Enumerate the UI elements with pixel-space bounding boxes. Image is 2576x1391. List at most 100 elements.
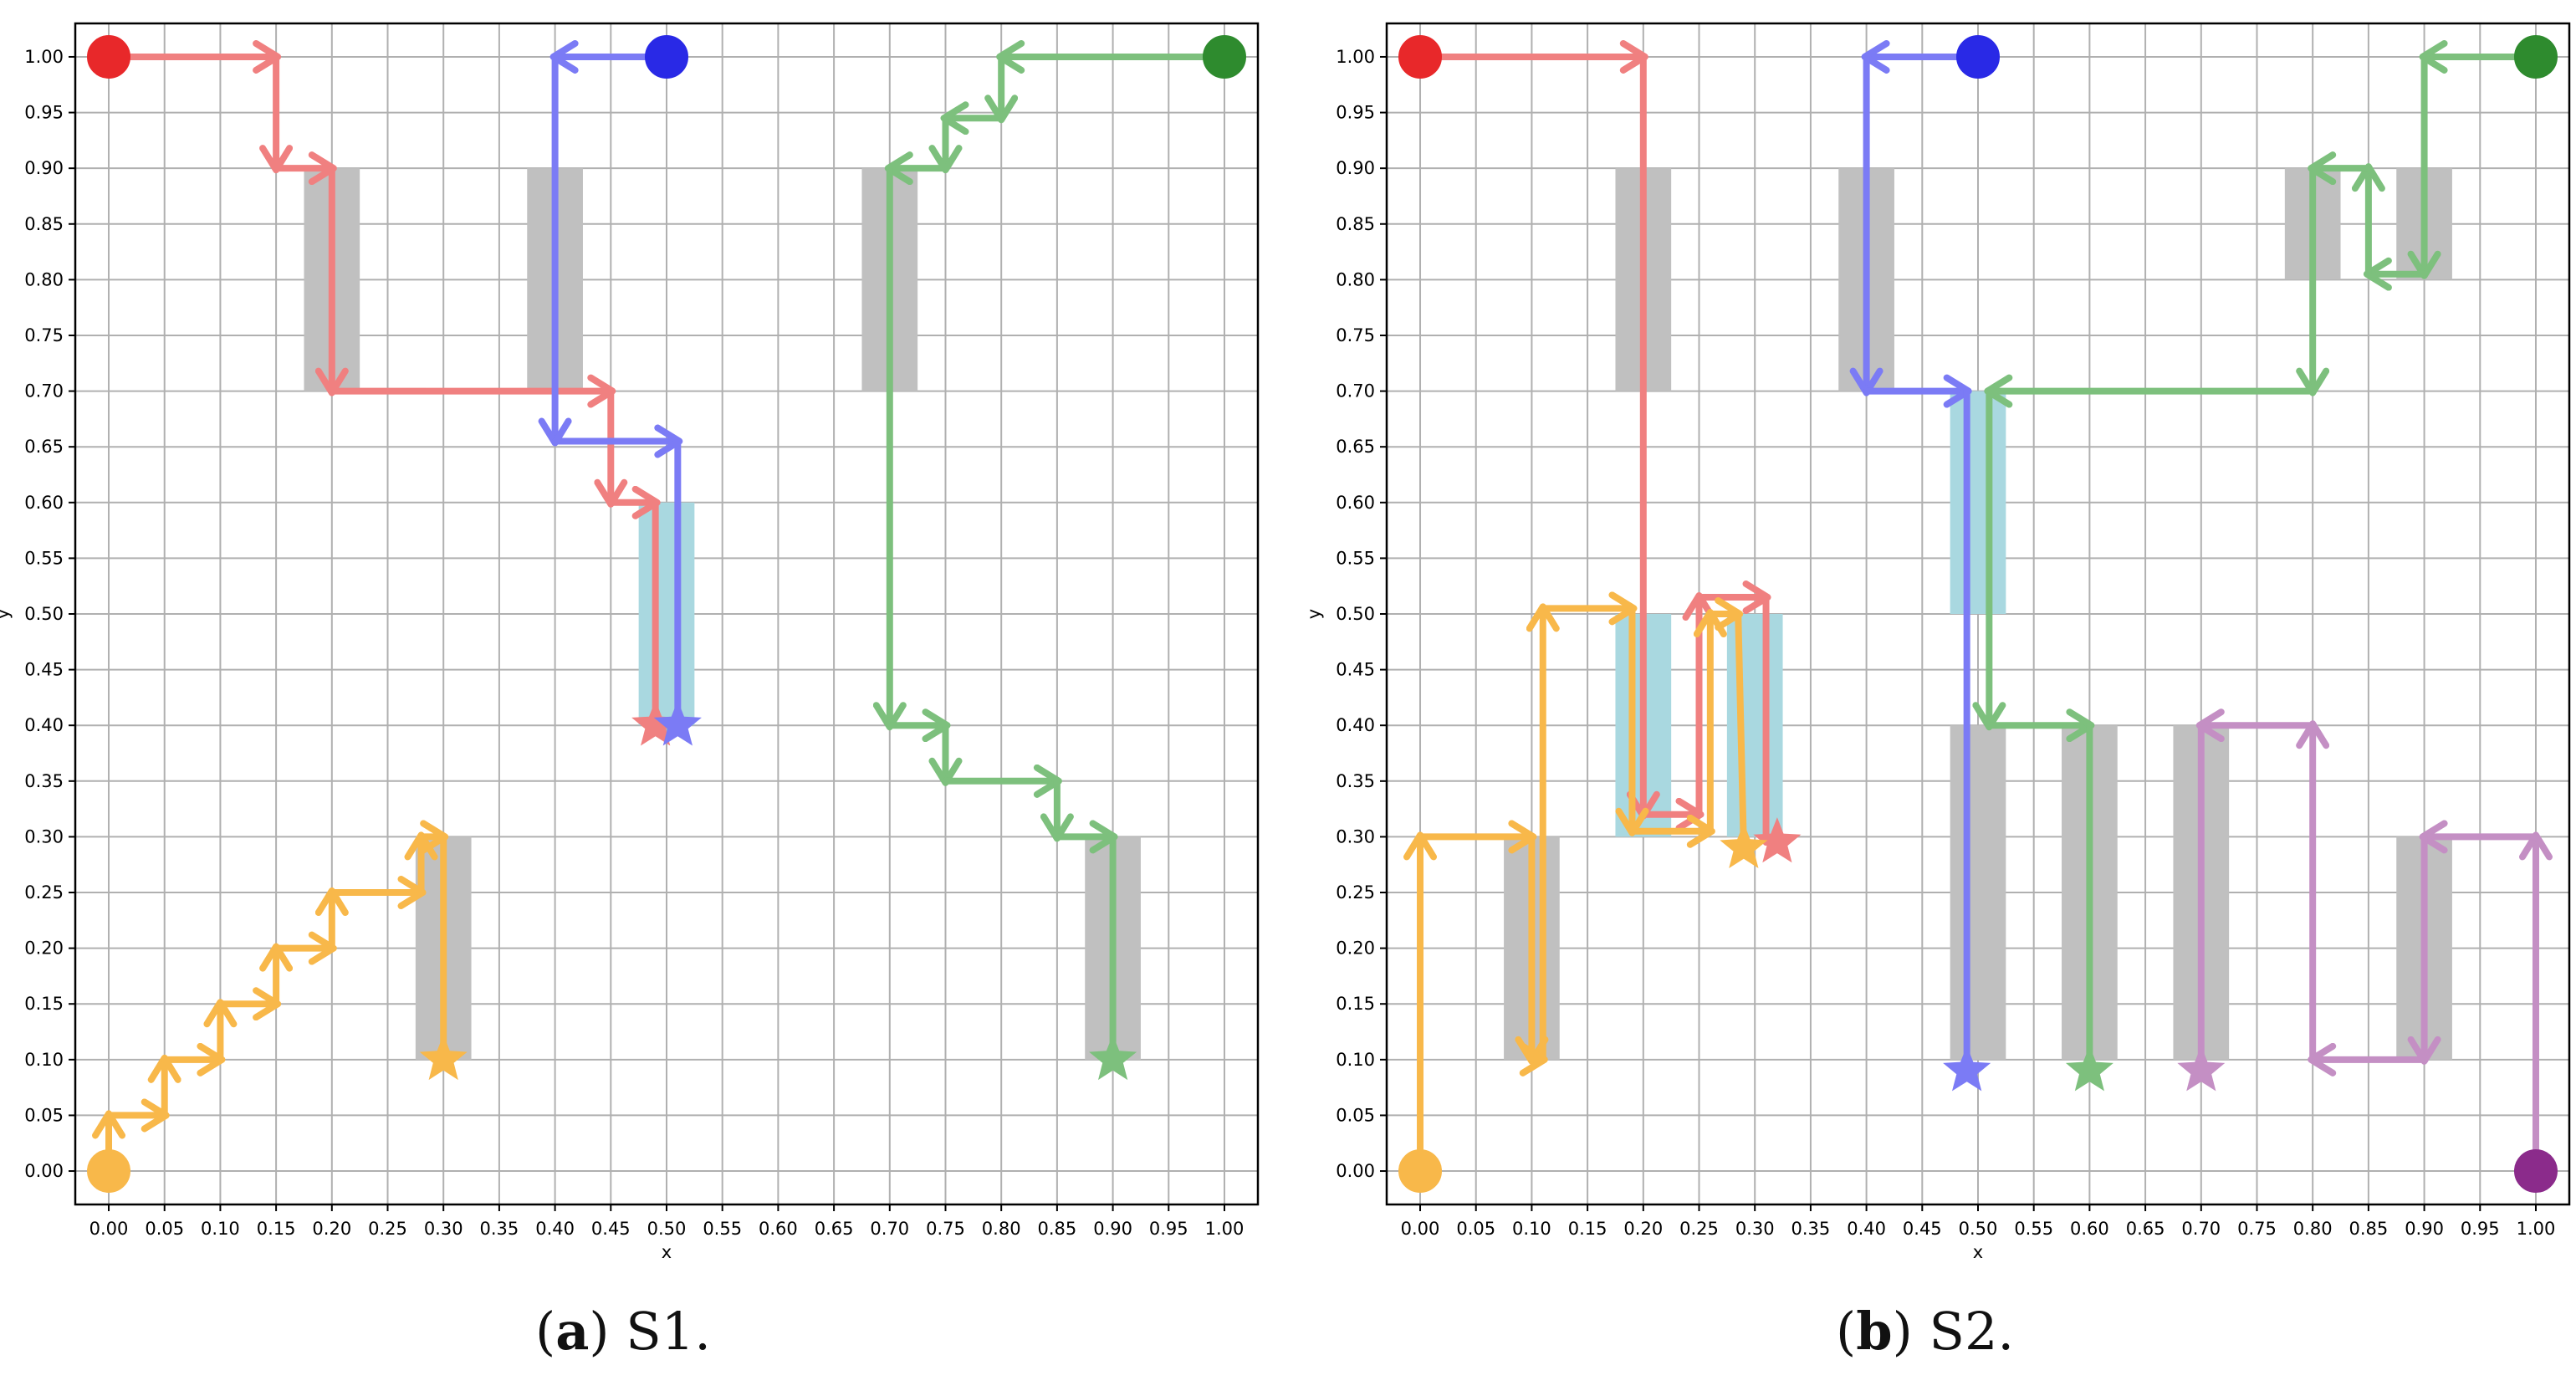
goal-star xyxy=(631,700,680,746)
x-axis-label: x xyxy=(662,1242,672,1262)
x-axis-label: x xyxy=(1973,1242,1983,1262)
x-tick-label: 0.15 xyxy=(1568,1219,1607,1239)
y-tick-label: 0.80 xyxy=(1336,269,1375,289)
start-point xyxy=(1202,34,1246,79)
y-tick-label: 0.40 xyxy=(1336,715,1375,735)
x-tick-label: 0.25 xyxy=(1679,1219,1719,1239)
y-tick-label: 0.95 xyxy=(24,103,64,123)
y-tick-label: 0.50 xyxy=(1336,604,1375,624)
agent-path xyxy=(87,34,680,746)
x-tick-label: 0.70 xyxy=(2181,1219,2221,1239)
start-point xyxy=(645,34,688,79)
x-tick-label: 0.50 xyxy=(1959,1219,1998,1239)
path-segment xyxy=(1735,611,1747,851)
y-tick-label: 0.90 xyxy=(1336,158,1375,178)
caption-a: (a) S1. xyxy=(535,1301,711,1362)
x-tick-label: 0.85 xyxy=(1038,1219,1077,1239)
agent-path xyxy=(872,34,1246,1081)
x-tick-label: 0.60 xyxy=(759,1219,798,1239)
y-tick-label: 0.60 xyxy=(1336,493,1375,513)
goal-star xyxy=(1720,822,1768,868)
x-tick-label: 0.20 xyxy=(312,1219,351,1239)
x-tick-label: 0.05 xyxy=(1456,1219,1495,1239)
y-tick-label: 0.55 xyxy=(24,548,64,568)
x-tick-label: 0.00 xyxy=(1401,1219,1440,1239)
x-tick-label: 0.25 xyxy=(368,1219,407,1239)
y-tick-label: 0.10 xyxy=(24,1050,64,1070)
caption-b-text: S2. xyxy=(1929,1301,2015,1362)
x-tick-label: 0.55 xyxy=(2014,1219,2053,1239)
chart-panel-a: 0.00 0.05 0.10 0.15 0.20 0.25 0.30 0.35 0.40 0.45… xyxy=(0,22,1260,1262)
goal-star xyxy=(1753,817,1802,863)
x-tick-label: 0.90 xyxy=(1093,1219,1132,1239)
y-tick-label: 0.55 xyxy=(1336,548,1375,568)
y-tick-label: 0.00 xyxy=(24,1161,64,1181)
x-tick-label: 1.00 xyxy=(1205,1219,1245,1239)
agent-path xyxy=(538,34,702,746)
x-tick-label: 1.00 xyxy=(2517,1219,2556,1239)
y-tick-label: 0.85 xyxy=(24,214,64,234)
x-tick-label: 0.45 xyxy=(1903,1219,1942,1239)
x-tick-label: 0.65 xyxy=(815,1219,854,1239)
x-tick-label: 0.95 xyxy=(2461,1219,2500,1239)
y-tick-label: 1.00 xyxy=(1336,47,1375,67)
start-point xyxy=(1956,34,2000,79)
x-tick-label: 0.65 xyxy=(2126,1219,2165,1239)
y-tick-label: 0.25 xyxy=(24,882,64,903)
x-tick-label: 0.00 xyxy=(89,1219,129,1239)
y-tick-label: 0.65 xyxy=(1336,437,1375,457)
y-tick-label: 0.80 xyxy=(24,269,64,289)
obstacle xyxy=(1950,725,2006,1060)
agent-path xyxy=(87,820,468,1194)
y-tick-label: 0.35 xyxy=(1336,771,1375,791)
caption-b: (b) S2. xyxy=(1836,1301,2015,1362)
y-tick-label: 0.60 xyxy=(24,493,64,513)
start-point xyxy=(87,34,131,79)
caption-a-label: a xyxy=(555,1301,590,1362)
x-tick-label: 0.15 xyxy=(257,1219,296,1239)
x-tick-label: 0.75 xyxy=(926,1219,965,1239)
start-point xyxy=(1398,34,1443,79)
y-axis-label: y xyxy=(1304,609,1324,619)
x-tick-label: 0.70 xyxy=(870,1219,909,1239)
y-tick-label: 0.65 xyxy=(24,437,64,457)
goal-star xyxy=(419,1034,468,1081)
x-tick-label: 0.10 xyxy=(1512,1219,1551,1239)
goal-star xyxy=(2177,1046,2226,1092)
x-tick-label: 0.20 xyxy=(1623,1219,1663,1239)
y-tick-label: 0.45 xyxy=(24,660,64,680)
agent-path xyxy=(1398,591,1768,1194)
x-tick-label: 0.35 xyxy=(480,1219,519,1239)
y-tick-label: 0.50 xyxy=(24,604,64,624)
caption-a-text: S1. xyxy=(626,1301,711,1362)
start-point xyxy=(1398,1149,1443,1194)
x-tick-label: 0.30 xyxy=(1735,1219,1775,1239)
agent-path xyxy=(1972,34,2558,1092)
x-tick-label: 0.90 xyxy=(2405,1219,2444,1239)
x-tick-label: 0.85 xyxy=(2349,1219,2389,1239)
y-tick-label: 0.75 xyxy=(1336,325,1375,345)
y-axis-label: y xyxy=(0,609,13,619)
target-zone xyxy=(638,502,695,726)
y-tick-label: 0.70 xyxy=(24,381,64,401)
start-point xyxy=(87,1149,131,1194)
start-point xyxy=(2513,34,2558,79)
x-tick-label: 0.40 xyxy=(535,1219,575,1239)
y-tick-label: 0.15 xyxy=(1336,994,1375,1014)
y-tick-label: 0.20 xyxy=(1336,938,1375,959)
agent-path xyxy=(2177,708,2558,1194)
x-tick-label: 0.10 xyxy=(201,1219,240,1239)
agent-path xyxy=(1849,34,2000,1092)
x-tick-label: 0.50 xyxy=(647,1219,687,1239)
start-point xyxy=(2513,1149,2558,1194)
y-tick-label: 0.05 xyxy=(24,1105,64,1125)
y-tick-label: 0.20 xyxy=(24,938,64,959)
y-tick-label: 0.85 xyxy=(1336,214,1375,234)
x-tick-label: 0.80 xyxy=(982,1219,1021,1239)
y-tick-label: 0.30 xyxy=(1336,826,1375,846)
y-tick-label: 0.05 xyxy=(1336,1105,1375,1125)
y-tick-label: 0.75 xyxy=(24,325,64,345)
x-tick-label: 0.95 xyxy=(1149,1219,1188,1239)
x-tick-label: 0.55 xyxy=(703,1219,742,1239)
